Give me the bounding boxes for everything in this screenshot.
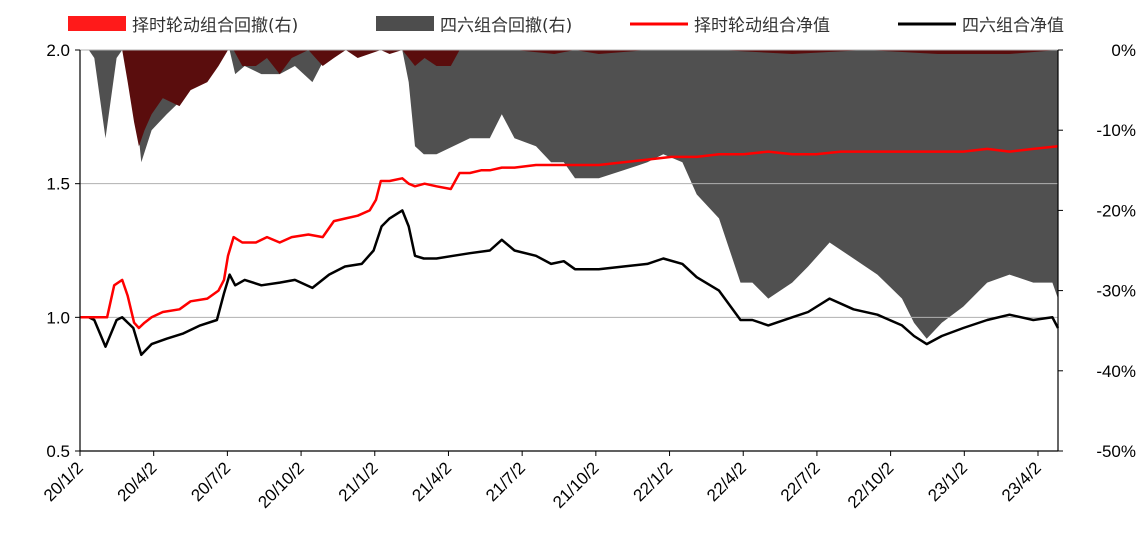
- legend-swatch-timing-drawdown: [68, 16, 126, 31]
- left-tick-label-0: 0.5: [46, 442, 70, 461]
- right-tick-label-0: 0%: [1111, 41, 1136, 60]
- x-tick-label-11: 22/10/2: [844, 458, 898, 512]
- timing-nav-line: [80, 144, 1059, 330]
- left-tick-label-1: 1.0: [46, 308, 70, 327]
- legend-swatch-sixty-drawdown: [376, 16, 434, 31]
- drawdown-areas: [80, 50, 1058, 339]
- left-tick-label-2: 1.5: [46, 175, 70, 194]
- x-tick-label-7: 21/10/2: [549, 458, 603, 512]
- sixty-drawdown-area: [80, 50, 1058, 339]
- nav-lines: [80, 144, 1060, 357]
- right-tick-label-3: -30%: [1096, 282, 1136, 301]
- right-tick-label-2: -20%: [1096, 201, 1136, 220]
- x-tick-label-6: 21/7/2: [482, 458, 529, 505]
- x-tick-label-10: 22/7/2: [777, 458, 824, 505]
- x-tick-label-12: 23/1/2: [924, 458, 971, 505]
- x-tick-label-3: 20/10/2: [254, 458, 308, 512]
- left-tick-label-3: 2.0: [46, 41, 70, 60]
- x-tick-label-5: 21/4/2: [408, 458, 455, 505]
- legend-label-timing-drawdown: 择时轮动组合回撤(右): [132, 16, 298, 36]
- legend-label-sixty-nav: 四六组合净值: [962, 16, 1064, 36]
- x-tick-label-8: 22/1/2: [630, 458, 677, 505]
- legend-label-timing-nav: 择时轮动组合净值: [694, 16, 830, 36]
- grid-lines: [80, 49, 1058, 318]
- right-tick-label-1: -10%: [1096, 121, 1136, 140]
- right-tick-label-5: -50%: [1096, 442, 1136, 461]
- x-tick-label-13: 23/4/2: [998, 458, 1045, 505]
- legend-label-sixty-drawdown: 四六组合回撤(右): [440, 16, 572, 36]
- x-tick-label-1: 20/4/2: [114, 458, 161, 505]
- legend: 择时轮动组合回撤(右) 四六组合回撤(右) 择时轮动组合净值 四六组合净值: [68, 16, 1064, 36]
- x-tick-label-0: 20/1/2: [40, 458, 87, 505]
- x-tick-label-4: 21/1/2: [335, 458, 382, 505]
- x-tick-label-9: 22/4/2: [703, 458, 750, 505]
- sixty-nav-line: [80, 209, 1060, 357]
- timing-drawdown-area: [80, 50, 1058, 147]
- x-tick-label-2: 20/7/2: [187, 458, 234, 505]
- right-tick-label-4: -40%: [1096, 362, 1136, 381]
